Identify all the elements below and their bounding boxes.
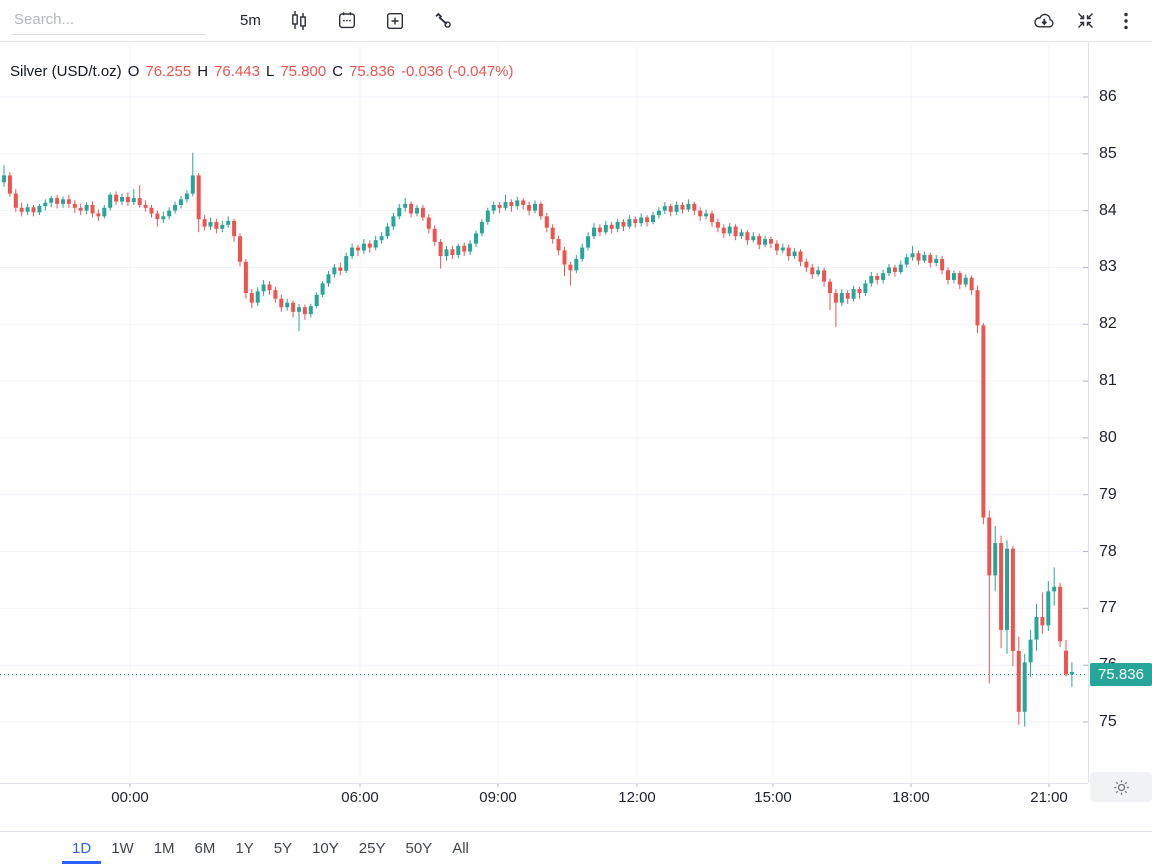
tools-icon [435,12,452,28]
legend-change: -0.036 (-0.047%) [400,63,514,80]
price-tick-label: 82 [1099,315,1117,333]
range-tab-1y[interactable]: 1Y [235,839,254,857]
top-toolbar: 5m [0,0,1152,42]
range-selector-bar: 1D 1W 1M 6M 1Y 5Y 10Y 25Y 50Y All [0,831,1152,864]
range-tab-all[interactable]: All [452,839,469,857]
last-price-tag: 75.836 [1090,663,1152,687]
calendar-icon [338,12,355,29]
candlestick-style-button[interactable] [283,5,315,37]
range-tab-10y[interactable]: 10Y [312,839,339,857]
price-tick-label: 83 [1099,258,1117,276]
symbol-legend: Silver (USD/t.oz) O 76.255 H 76.443 L 75… [10,63,514,80]
more-menu-icon [1124,12,1128,29]
range-tab-50y[interactable]: 50Y [405,839,433,857]
range-tab-1m[interactable]: 1M [153,839,175,857]
toolbar-right-group [1019,5,1152,37]
add-panel-button[interactable] [379,5,411,37]
time-tick-label: 21:00 [1030,789,1068,806]
legend-close-value: 75.836 [349,63,395,80]
legend-symbol: Silver (USD/t.oz) [10,63,122,80]
legend-low-value: 75.800 [280,63,327,80]
price-tick-label: 86 [1099,88,1117,105]
collapse-icon [1077,13,1093,28]
legend-low-label: L [265,63,275,80]
add-panel-icon [386,12,403,29]
price-tick-label: 84 [1099,201,1117,219]
gear-icon [1113,779,1129,795]
more-menu-button[interactable] [1110,5,1142,37]
candlestick-style-icon [291,10,306,30]
range-tab-6m[interactable]: 6M [194,839,216,857]
time-tick-label: 06:00 [341,789,379,806]
tools-button[interactable] [427,5,459,37]
price-axis[interactable]: 75.836 868584838281807978777675 [1088,42,1152,783]
legend-high-label: H [197,63,209,80]
cloud-download-icon [1033,13,1054,28]
range-tab-5y[interactable]: 5Y [273,839,293,857]
price-tick-label: 80 [1099,428,1117,446]
time-tick-label: 09:00 [479,789,517,806]
price-tick-label: 75 [1099,713,1117,731]
price-tick-label: 78 [1099,542,1117,560]
legend-close-label: C [332,63,344,80]
legend-open-value: 76.255 [145,63,192,80]
time-tick-label: 18:00 [892,789,930,806]
time-tick-label: 15:00 [754,789,792,806]
price-tick-label: 81 [1099,372,1117,390]
range-tab-1w[interactable]: 1W [111,839,134,857]
legend-open-label: O [127,63,140,80]
time-tick-label: 00:00 [111,789,149,806]
time-axis[interactable]: 00:00 06:00 09:00 12:00 15:00 18:00 21:00 [0,783,1088,811]
range-tab-1d[interactable]: 1D [62,832,102,864]
price-tick-label: 77 [1099,599,1117,617]
interval-selector[interactable]: 5m [240,12,261,29]
price-tick-label: 79 [1099,485,1117,503]
legend-high-value: 76.443 [214,63,260,80]
search-input[interactable] [12,6,206,35]
range-tab-25y[interactable]: 25Y [358,839,386,857]
cloud-download-button[interactable] [1028,5,1060,37]
price-tick-label: 85 [1099,144,1117,162]
collapse-button[interactable] [1069,5,1101,37]
time-tick-label: 12:00 [618,789,656,806]
calendar-button[interactable] [331,5,363,37]
chart-settings-button[interactable] [1090,772,1152,802]
